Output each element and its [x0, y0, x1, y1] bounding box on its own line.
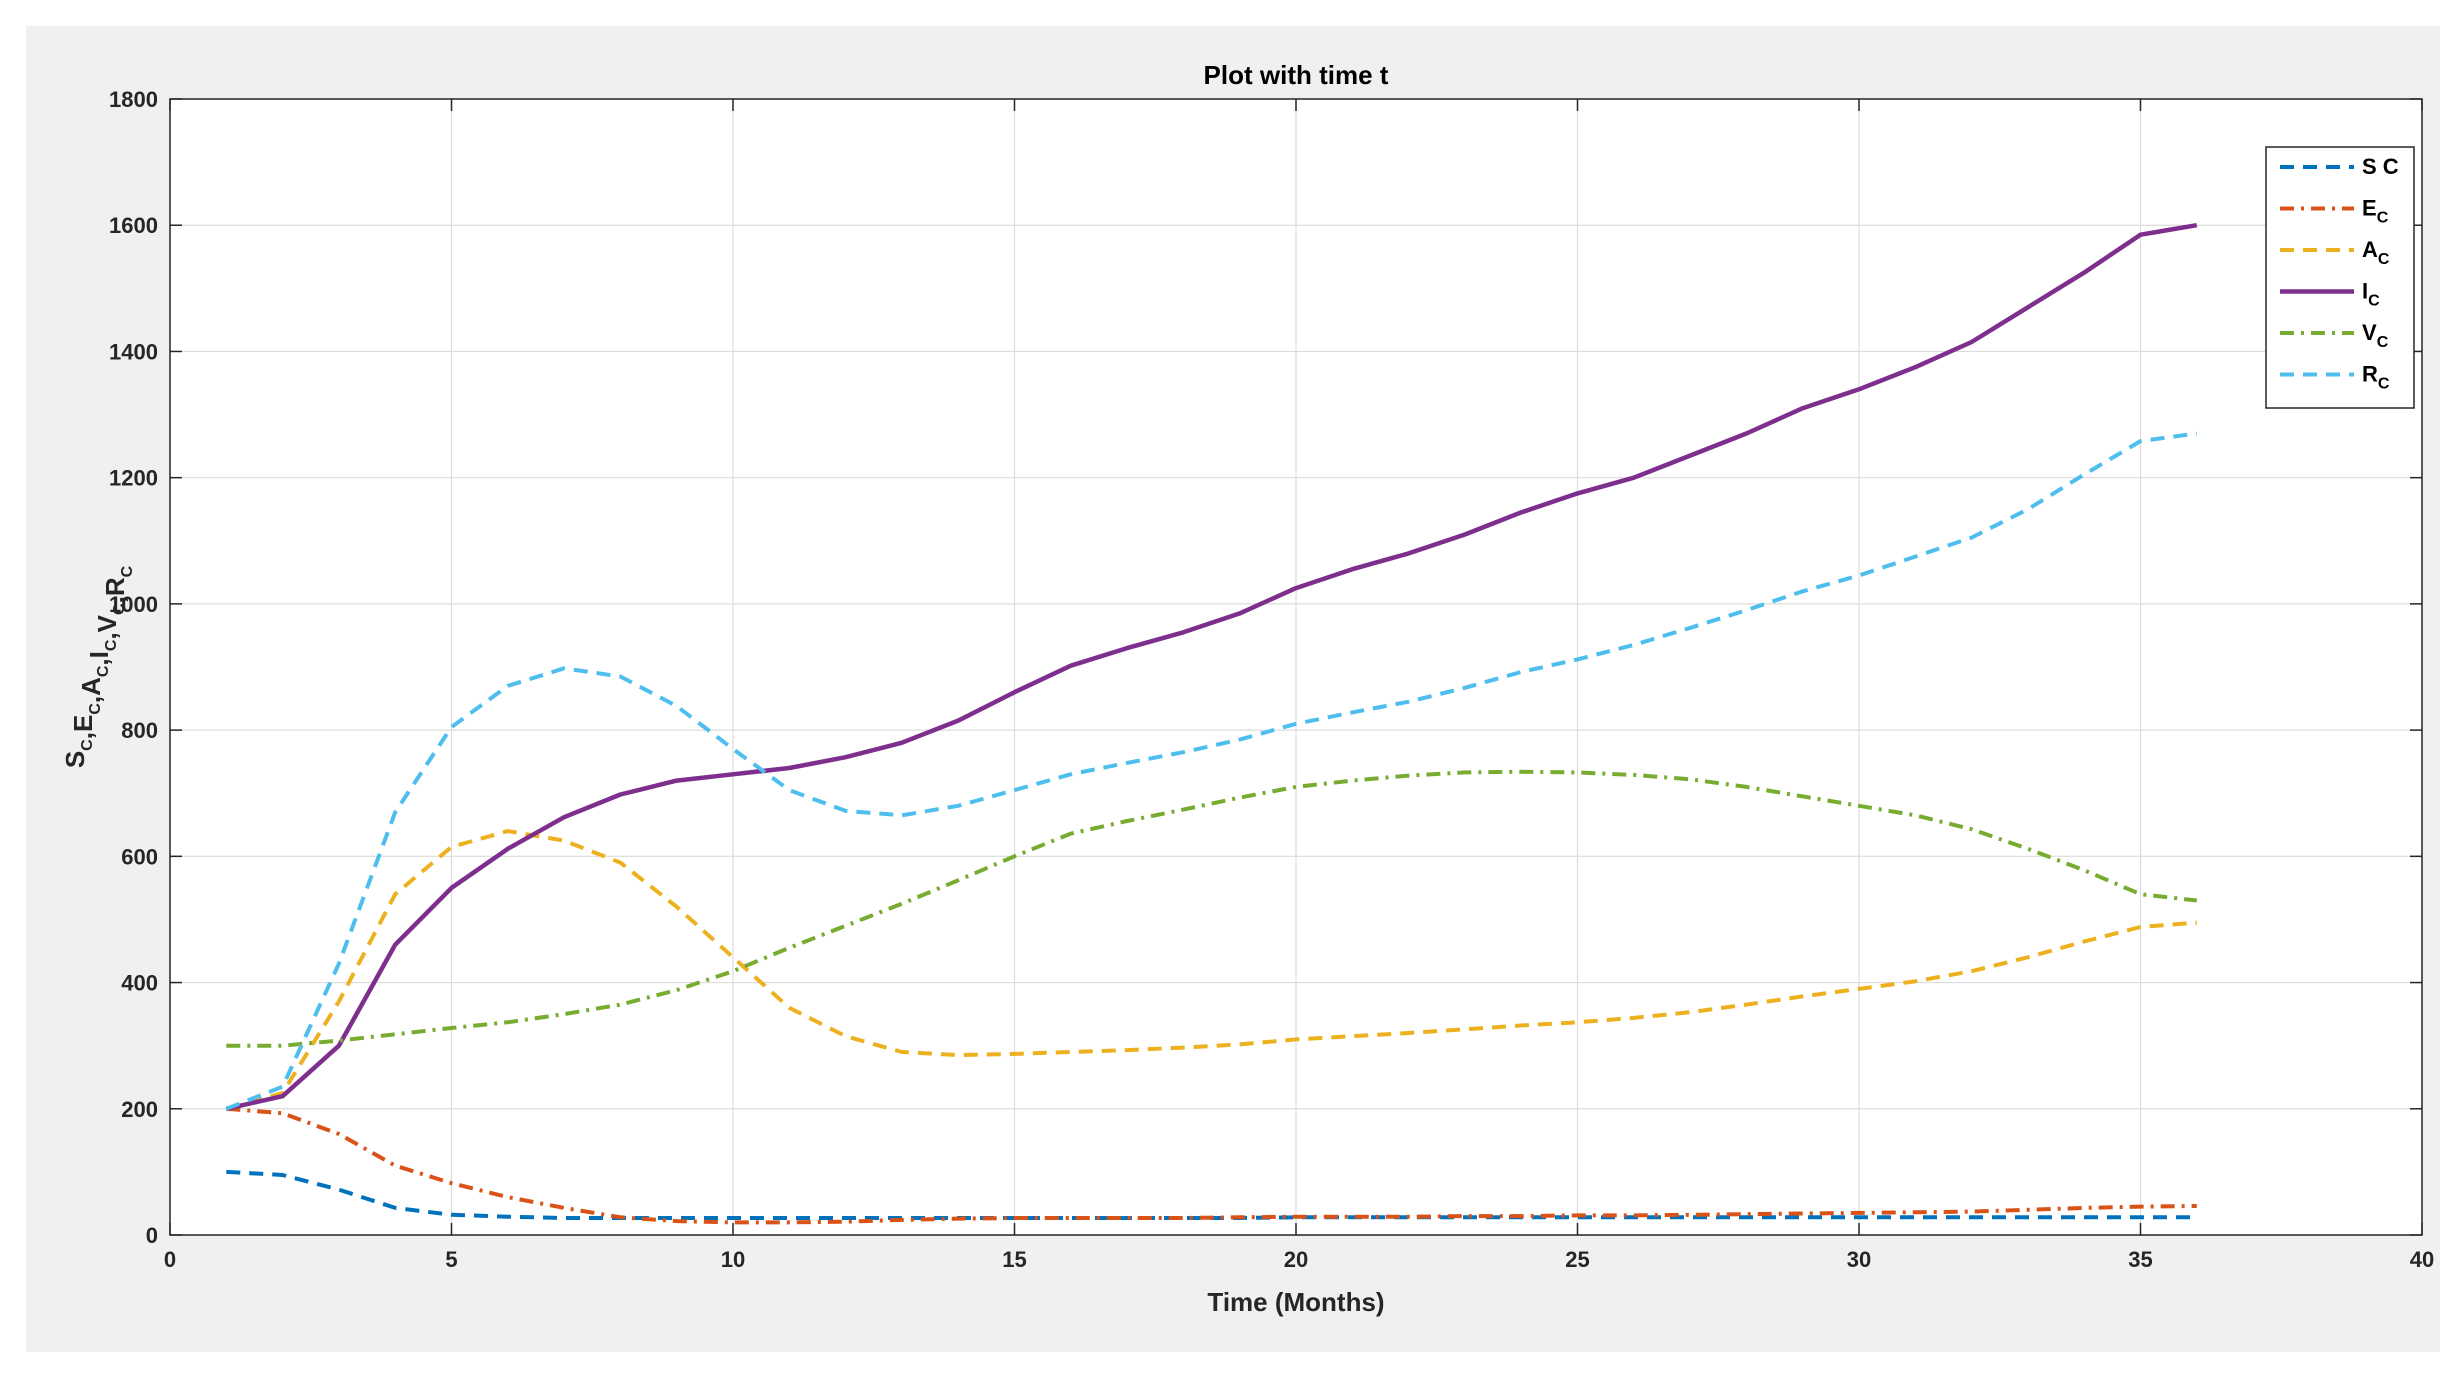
y-axis-title-part: ,V [92, 614, 122, 639]
x-tick-label: 30 [1847, 1247, 1871, 1272]
y-tick-label: 1600 [109, 213, 158, 238]
y-axis-title-part: ,A [76, 677, 106, 703]
line-chart: 0 5 10 15 20 25 30 35 40020040060080010001200140… [60, 60, 2434, 1317]
legend-label: S C [2362, 154, 2399, 179]
y-axis-title-part: S [60, 751, 90, 768]
y-tick-label: 400 [121, 971, 158, 996]
y-tick-label: 1400 [109, 339, 158, 364]
series-line-ac [225, 829, 2197, 1111]
series-line-vc [226, 769, 2198, 1048]
x-tick-label: 0 [164, 1247, 176, 1272]
legend-label: IC [2362, 279, 2380, 310]
chart-title: Plot with time t [1204, 60, 1389, 90]
legend-item: S C [2280, 154, 2399, 179]
y-axis-title-subscript: C [119, 565, 136, 577]
y-tick-label: 1200 [109, 466, 158, 491]
legend: S C EC AC IC VC RC [2265, 146, 2415, 409]
x-tick-label: 5 [445, 1247, 457, 1272]
y-axis-title-part: ,E [68, 715, 98, 740]
y-tick-label: 200 [121, 1097, 158, 1122]
legend-label: AC [2362, 237, 2390, 268]
x-tick-label: 15 [1002, 1247, 1026, 1272]
y-tick-label: 600 [121, 844, 158, 869]
y-axis-title: SC,EC,AC,IC,VC,RC [60, 565, 136, 768]
y-tick-label: 1800 [109, 87, 158, 112]
legend-box [2265, 146, 2415, 409]
x-tick-label: 40 [2410, 1247, 2434, 1272]
x-tick-label: 25 [1565, 1247, 1589, 1272]
y-tick-label: 800 [121, 718, 158, 743]
series-line-ic [225, 222, 2198, 1111]
y-axis-title-subscript: C [111, 603, 128, 615]
x-tick-label: 20 [1284, 1247, 1308, 1272]
figure-background: 0 5 10 15 20 25 30 35 40 0 200 400 600 800 1000 1200 140… [26, 26, 2440, 1352]
y-axis-title-subscript: C [79, 739, 96, 751]
legend-label: RC [2362, 362, 2390, 393]
x-tick-label: 35 [2128, 1247, 2152, 1272]
legend-item: EC [2280, 196, 2389, 227]
legend-label: EC [2362, 196, 2389, 227]
legend-item: RC [2280, 362, 2390, 393]
series-line-ec [226, 1106, 2197, 1225]
legend-label: VC [2362, 320, 2389, 351]
y-axis-title-part: ,I [84, 651, 114, 665]
legend-item: VC [2280, 320, 2389, 351]
series-lines [225, 222, 2198, 1225]
y-tick-label: 1000 [109, 592, 158, 617]
y-axis-title-subscript: C [103, 639, 120, 651]
legend-item: IC [2280, 279, 2380, 310]
y-axis-title-subscript: C [87, 703, 104, 715]
y-axis-title-part: ,R [100, 577, 130, 603]
x-axis-title: Time (Months) [1207, 1287, 1384, 1317]
x-tick-label: 10 [721, 1247, 745, 1272]
legend-item: AC [2280, 237, 2390, 268]
series-line-rc [225, 431, 2198, 1111]
y-tick-label: 0 [146, 1223, 158, 1248]
axis-ticks: 0 5 10 15 20 25 30 35 40020040060080010001200140… [109, 87, 2434, 1272]
y-axis-title-subscript: C [95, 665, 112, 677]
